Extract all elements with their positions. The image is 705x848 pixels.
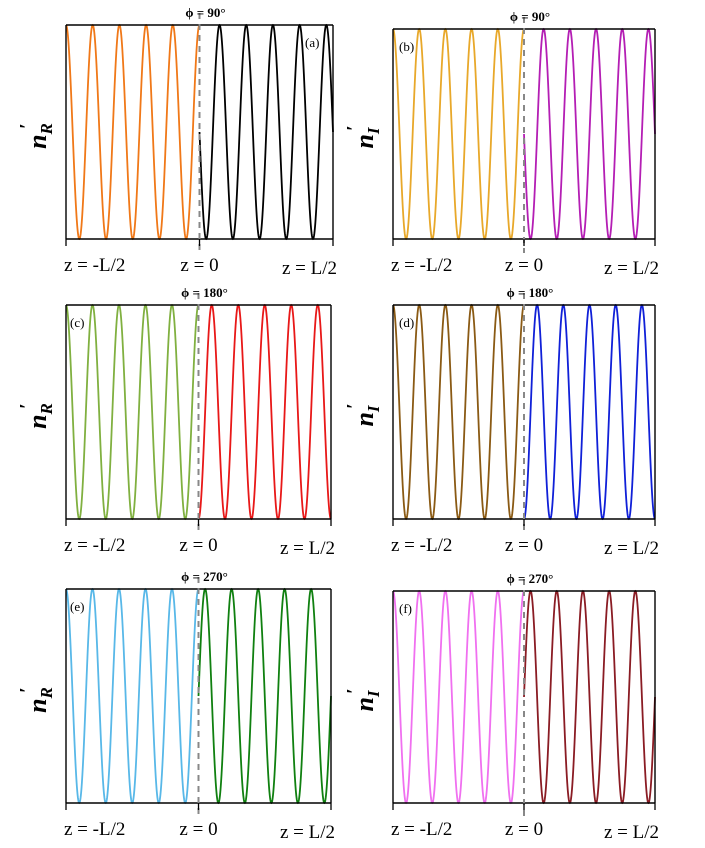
chart-panel-e: z = -L/2 z = 0 z = L/2 ϕ = 270° (e) nR′ [16, 569, 335, 843]
x-tick-label: z = -L/2 [64, 255, 125, 276]
panel-label: (e) [70, 599, 84, 614]
phase-title: ϕ = 90° [510, 9, 550, 24]
svg-text:nI: nI [350, 126, 383, 148]
svg-text:′: ′ [16, 403, 38, 409]
x-tick-label: z = 0 [180, 255, 218, 276]
panel-label: (f) [399, 601, 412, 616]
x-tick-label: z = L/2 [604, 822, 659, 843]
series-line-right [523, 27, 656, 241]
series-line-right [198, 23, 334, 241]
y-axis-label: nI′ [343, 403, 383, 426]
y-axis-label: nI′ [343, 125, 383, 148]
series-line-right [523, 303, 656, 521]
svg-text:′: ′ [343, 403, 365, 409]
panel-label: (d) [399, 315, 414, 330]
panel-label: (a) [305, 35, 319, 50]
y-axis-label: nR′ [16, 403, 56, 429]
y-axis-label: nR′ [16, 687, 56, 713]
y-axis-label: nI′ [343, 688, 383, 711]
series-line-left [392, 589, 525, 805]
x-tick-label: z = -L/2 [64, 819, 125, 840]
svg-text:′: ′ [16, 123, 38, 129]
svg-text:nI: nI [350, 404, 383, 426]
x-tick-label: z = 0 [505, 535, 543, 556]
svg-text:nR: nR [23, 403, 56, 429]
chart-panel-c: z = -L/2 z = 0 z = L/2 ϕ = 180° (c) nR′ [16, 285, 335, 559]
x-tick-label: z = 0 [505, 255, 543, 276]
svg-text:nR: nR [23, 123, 56, 149]
svg-text:′: ′ [343, 125, 365, 131]
chart-panel-f: z = -L/2 z = 0 z = L/2 ϕ = 270° (f) nI′ [343, 571, 659, 843]
x-tick-label: z = L/2 [604, 258, 659, 279]
phase-title: ϕ = 270° [181, 569, 228, 584]
phase-title: ϕ = 180° [181, 285, 228, 300]
x-tick-label: z = 0 [505, 819, 543, 840]
x-tick-label: z = -L/2 [391, 819, 452, 840]
chart-panel-b: z = -L/2 z = 0 z = L/2 ϕ = 90° (b) nI′ [343, 9, 659, 279]
svg-text:nR: nR [23, 687, 56, 713]
y-axis-label: nR′ [16, 123, 56, 149]
svg-text:′: ′ [343, 688, 365, 694]
x-tick-label: z = -L/2 [391, 535, 452, 556]
svg-text:′: ′ [16, 687, 38, 693]
series-line-left [392, 27, 525, 241]
x-tick-label: z = 0 [179, 535, 217, 556]
x-tick-label: z = L/2 [280, 822, 335, 843]
series-line-right [523, 589, 656, 805]
series-line-left [392, 303, 525, 521]
series-line-left [65, 23, 201, 241]
panel-label: (b) [399, 39, 414, 54]
x-tick-label: z = L/2 [604, 538, 659, 559]
x-tick-label: z = 0 [179, 819, 217, 840]
x-tick-label: z = L/2 [280, 538, 335, 559]
svg-text:nI: nI [350, 689, 383, 711]
chart-panel-d: z = -L/2 z = 0 z = L/2 ϕ = 180° (d) nI′ [343, 285, 659, 559]
series-line-right [197, 303, 332, 521]
x-tick-label: z = -L/2 [64, 535, 125, 556]
phase-title: ϕ = 180° [507, 285, 554, 300]
series-line-left [65, 587, 200, 805]
series-line-left [65, 303, 200, 521]
series-line-right [197, 587, 332, 805]
chart-panel-a: z = -L/2 z = 0 z = L/2 ϕ = 90° (a) nR′ [16, 5, 337, 279]
phase-title: ϕ = 270° [507, 571, 554, 586]
x-tick-label: z = L/2 [282, 258, 337, 279]
x-tick-label: z = -L/2 [391, 255, 452, 276]
panel-label: (c) [70, 315, 84, 330]
phase-title: ϕ = 90° [185, 5, 225, 20]
